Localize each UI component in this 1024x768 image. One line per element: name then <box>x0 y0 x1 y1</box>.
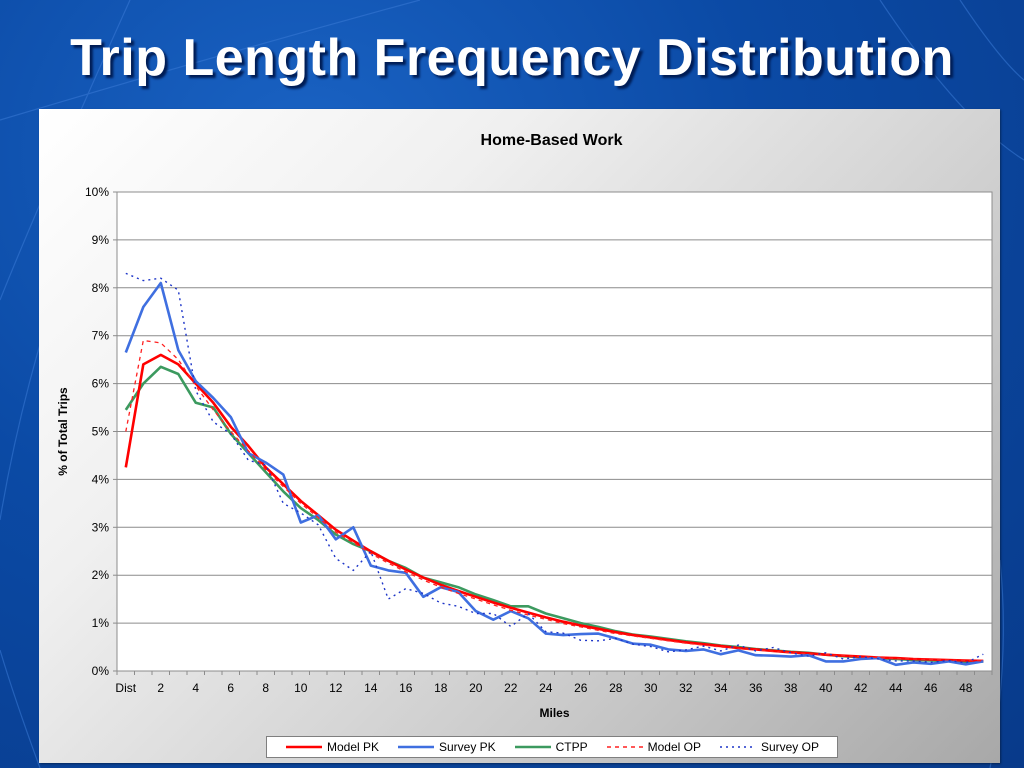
legend-label: Model PK <box>326 740 379 754</box>
x-tick-label: 6 <box>227 681 234 695</box>
x-tick-label: 14 <box>364 681 378 695</box>
x-tick-label: 8 <box>262 681 269 695</box>
legend-item: Survey OP <box>719 740 819 754</box>
x-tick-label: 12 <box>329 681 343 695</box>
series-line-survey-pk <box>124 281 984 667</box>
legend-swatch <box>606 746 643 748</box>
x-tick-label: 32 <box>679 681 693 695</box>
x-axis-label: Miles <box>539 706 569 720</box>
legend-label: Model OP <box>647 740 701 754</box>
x-tick-label: 10 <box>294 681 308 695</box>
slide-title: Trip Length Frequency Distribution <box>70 29 954 87</box>
x-tick-label: 34 <box>714 681 728 695</box>
legend-item: Survey PK <box>397 740 496 754</box>
legend-label: Survey OP <box>760 740 819 754</box>
legend-item: Model PK <box>285 740 379 754</box>
x-tick-label: 28 <box>609 681 623 695</box>
x-tick-label: 24 <box>539 681 553 695</box>
y-tick-label: 0% <box>92 664 110 678</box>
chart-title: Home-Based Work <box>481 132 623 149</box>
y-tick-label: 4% <box>92 472 110 486</box>
legend-swatch <box>719 746 756 748</box>
legend-item: Model OP <box>606 740 701 754</box>
x-tick-label: 16 <box>399 681 413 695</box>
line-chart: Home-Based Work 0% 1% 2% 3% 4% 5% 6% 7% 8% 9% 10% Di… <box>56 132 993 720</box>
y-tick-label: 9% <box>92 233 110 247</box>
x-tick-label: 4 <box>192 681 199 695</box>
legend-label: Survey PK <box>438 740 496 754</box>
y-tick-label: 8% <box>92 281 110 295</box>
legend-swatch <box>397 745 434 749</box>
x-tick-label: 42 <box>854 681 868 695</box>
y-tick-label: 6% <box>92 377 110 391</box>
y-tick-label: 2% <box>92 568 110 582</box>
x-tick-label: 30 <box>644 681 658 695</box>
y-tick-label: 3% <box>92 520 110 534</box>
x-tick-label: 44 <box>889 681 903 695</box>
legend-swatch <box>285 745 322 749</box>
x-tick-label: 18 <box>434 681 448 695</box>
x-tick-label: 40 <box>819 681 833 695</box>
series-line-model-pk <box>124 353 984 663</box>
legend-swatch <box>514 745 551 749</box>
chart-panel: Home-Based Work 0% 1% 2% 3% 4% 5% 6% 7% 8% 9% 10% Di… <box>39 109 1000 763</box>
x-tick-label: 26 <box>574 681 588 695</box>
x-tick-label: 22 <box>504 681 518 695</box>
x-tick-label: 38 <box>784 681 798 695</box>
x-tick-label: 36 <box>749 681 763 695</box>
legend-item: CTPP <box>514 740 588 754</box>
legend-label: CTPP <box>555 740 588 754</box>
y-axis-label: % of Total Trips <box>56 387 70 476</box>
x-tick-label: 46 <box>924 681 938 695</box>
chart-legend: Model PK Survey PK CTPP Model OP Survey OP <box>266 736 838 758</box>
x-tick-label: 48 <box>959 681 973 695</box>
y-tick-label: 1% <box>92 616 110 630</box>
x-tick-label: 20 <box>469 681 483 695</box>
x-tick-label: 2 <box>157 681 164 695</box>
y-tick-label: 5% <box>92 425 110 439</box>
y-tick-label: 10% <box>85 185 109 199</box>
x-tick-label: Dist <box>115 681 136 695</box>
y-tick-label: 7% <box>92 329 110 343</box>
